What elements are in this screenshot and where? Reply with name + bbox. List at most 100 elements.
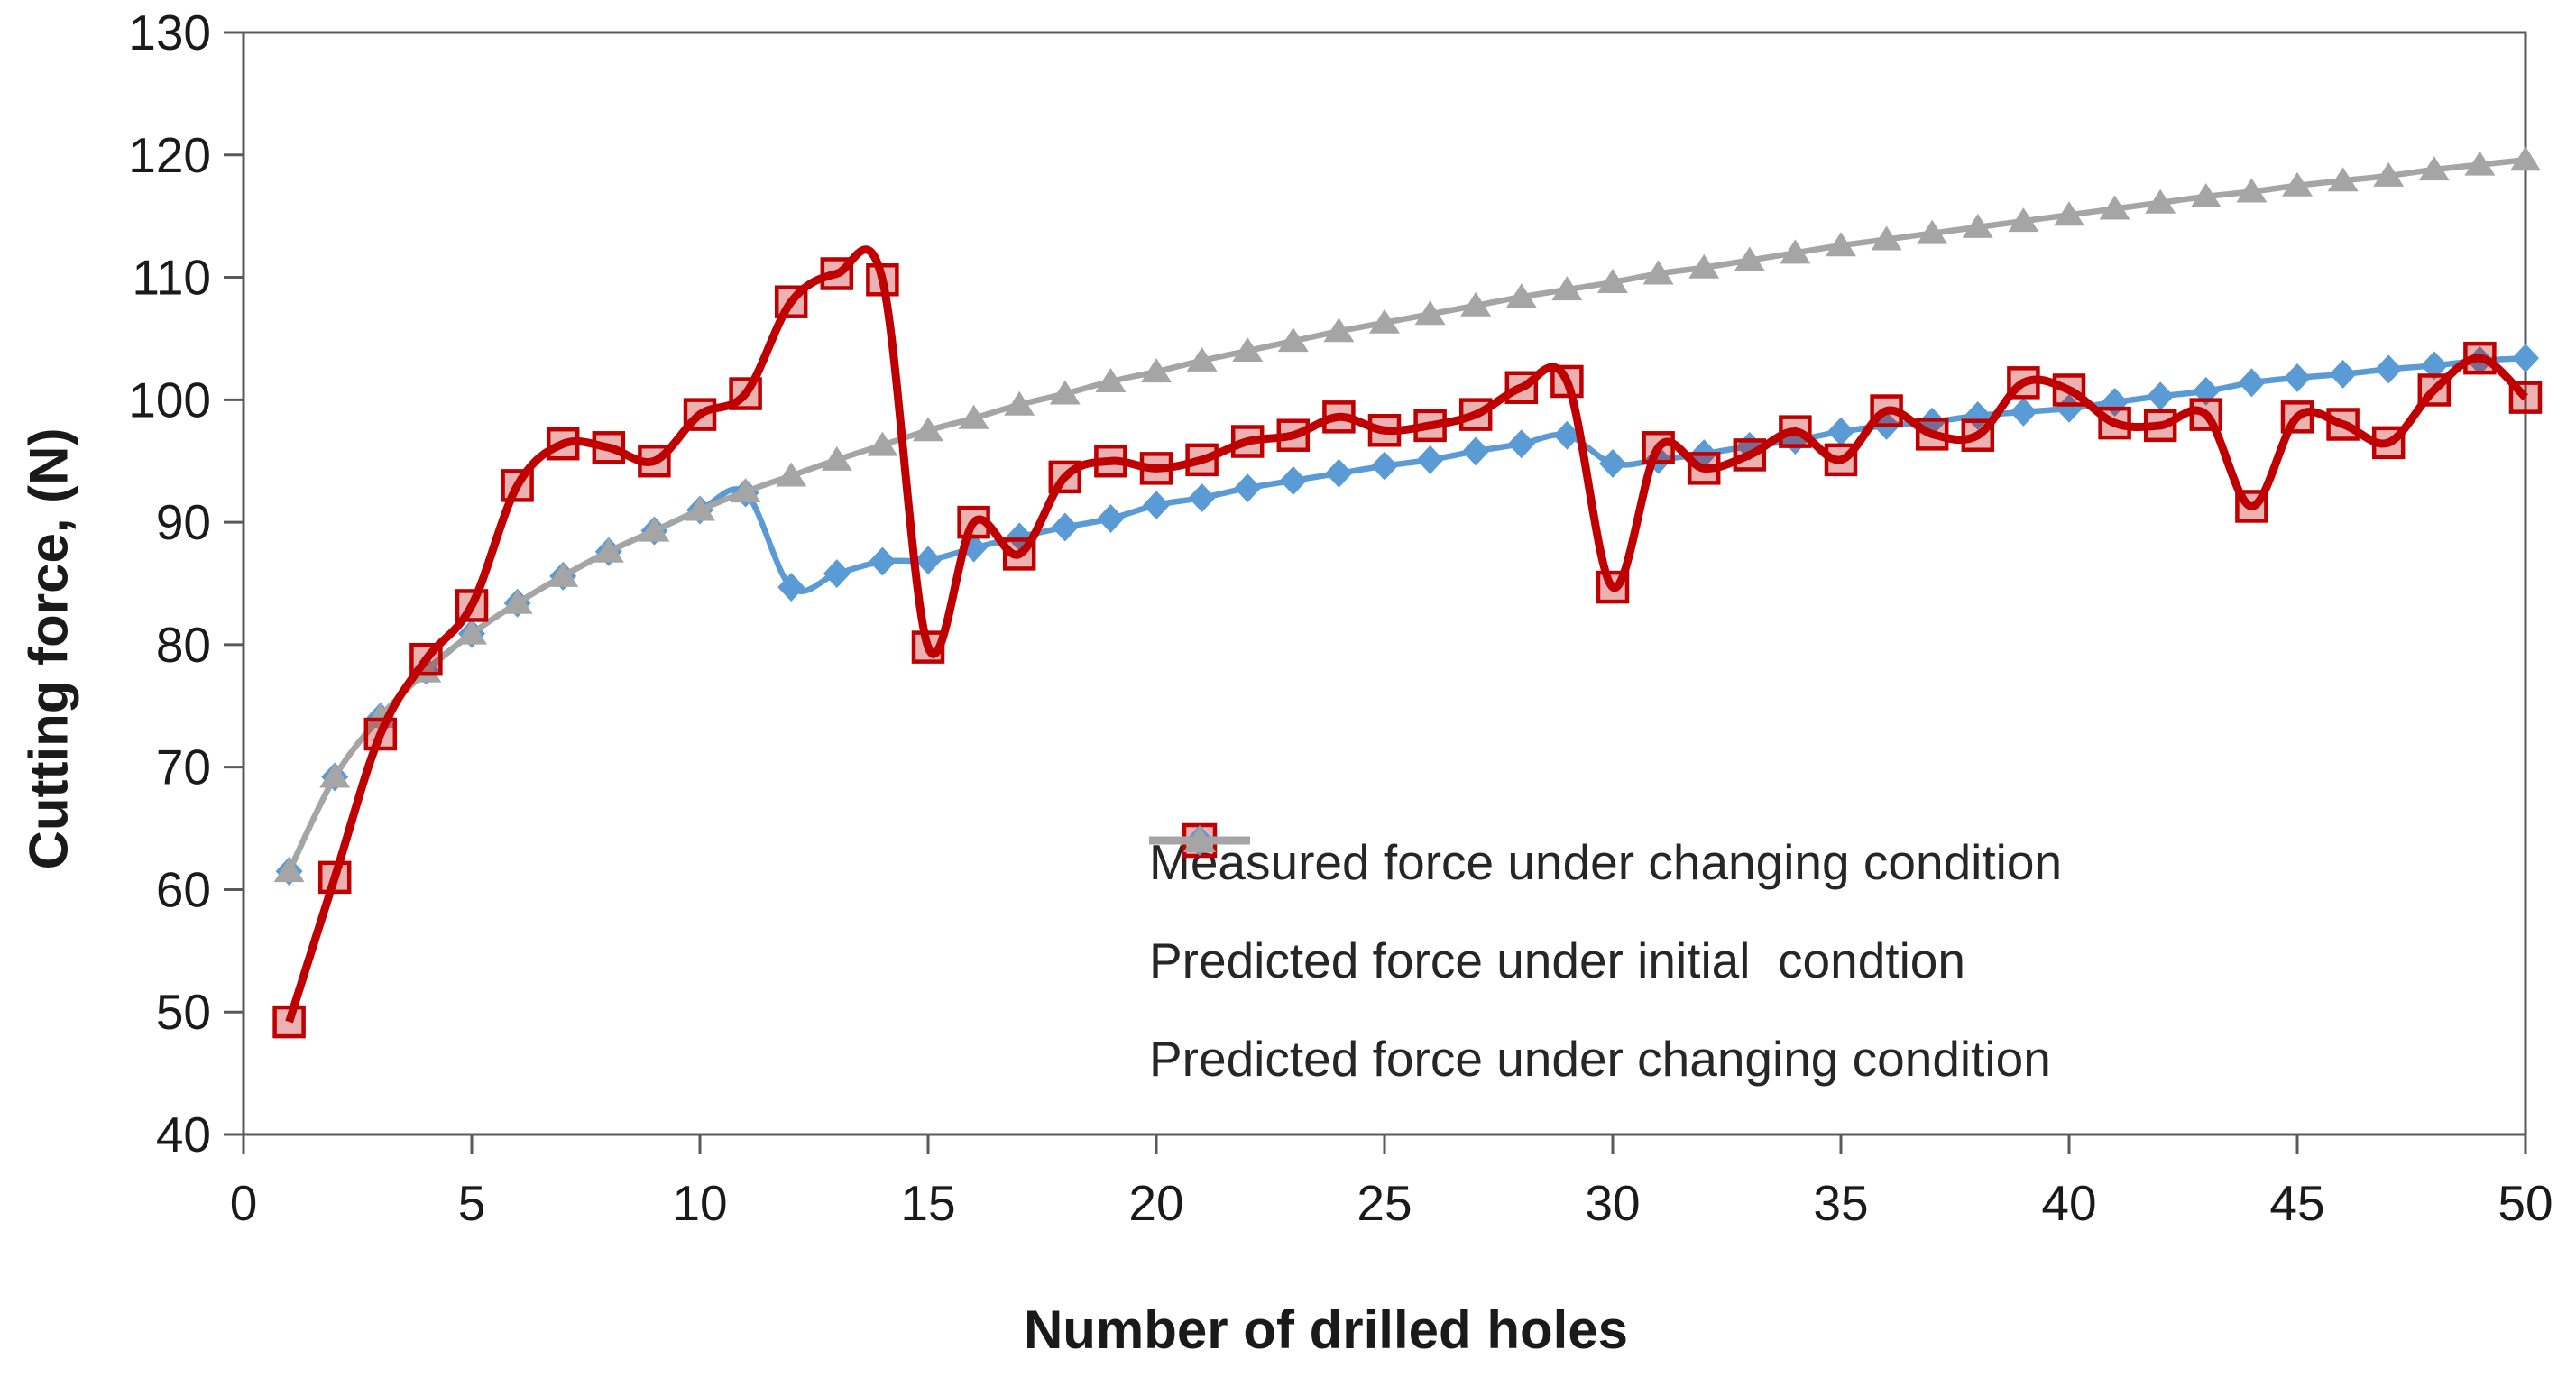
y-tick-label: 130 bbox=[128, 5, 211, 60]
diamond-marker bbox=[2375, 354, 2403, 384]
y-tick-label: 50 bbox=[156, 984, 211, 1040]
triangle-marker bbox=[685, 496, 715, 521]
triangle-marker bbox=[1917, 219, 1948, 244]
y-tick-label: 70 bbox=[156, 739, 211, 795]
y-tick-label: 40 bbox=[156, 1107, 211, 1162]
square-marker bbox=[1185, 443, 1219, 477]
square-marker bbox=[729, 377, 762, 410]
triangle-marker bbox=[1780, 239, 1811, 264]
triangle-marker bbox=[2373, 161, 2405, 187]
triangle-marker bbox=[776, 462, 807, 487]
square-marker bbox=[272, 1005, 306, 1039]
square-marker bbox=[1642, 431, 1675, 464]
square-marker bbox=[1550, 364, 1584, 399]
triangle-marker bbox=[639, 517, 670, 542]
triangle-marker bbox=[1688, 253, 1720, 279]
x-tick-label: 35 bbox=[1813, 1175, 1868, 1231]
square-marker bbox=[363, 717, 398, 751]
diamond-marker bbox=[1188, 482, 1216, 512]
square-marker bbox=[1413, 409, 1447, 443]
square-marker bbox=[455, 589, 489, 622]
triangle-marker bbox=[821, 445, 852, 471]
triangle-marker bbox=[2008, 207, 2039, 233]
diamond-marker bbox=[1964, 400, 1992, 430]
triangle-marker bbox=[1323, 317, 1355, 343]
y-tick-label: 80 bbox=[156, 617, 211, 673]
square-marker bbox=[592, 431, 626, 464]
x-tick-label: 40 bbox=[2041, 1175, 2096, 1231]
legend-label: Predicted force under initial condtion bbox=[1149, 932, 1965, 988]
triangle-marker bbox=[319, 763, 351, 788]
x-axis-title: Number of drilled holes bbox=[1023, 1300, 1629, 1360]
diamond-marker bbox=[2010, 397, 2038, 427]
predicted-changing-series-marker-icon bbox=[1149, 826, 1250, 852]
x-tick-label: 15 bbox=[900, 1175, 955, 1231]
triangle-marker bbox=[1460, 291, 1492, 317]
triangle-marker bbox=[501, 589, 533, 614]
legend: Measured force under changing condition … bbox=[1147, 813, 2062, 1108]
diamond-marker bbox=[1462, 436, 1490, 466]
triangle-marker bbox=[1414, 300, 1446, 326]
square-marker bbox=[1596, 570, 1630, 604]
triangle-marker bbox=[1277, 327, 1309, 353]
x-tick-label: 45 bbox=[2269, 1175, 2324, 1231]
triangle-marker bbox=[1232, 337, 1264, 363]
diamond-marker bbox=[2056, 393, 2083, 423]
square-marker bbox=[1322, 400, 1356, 434]
square-marker bbox=[1367, 414, 1402, 447]
triangle-marker bbox=[273, 858, 305, 883]
square-marker bbox=[1824, 443, 1858, 477]
x-tick-label: 30 bbox=[1585, 1175, 1640, 1231]
square-marker bbox=[2326, 408, 2360, 441]
square-marker bbox=[546, 427, 580, 461]
diamond-marker bbox=[2284, 363, 2311, 392]
square-marker bbox=[638, 444, 671, 478]
square-marker bbox=[1002, 537, 1036, 571]
diamond-marker bbox=[1827, 417, 1854, 446]
triangle-marker bbox=[2327, 167, 2359, 192]
x-tick-label: 5 bbox=[458, 1175, 486, 1231]
square-marker bbox=[2463, 341, 2497, 375]
triangle-marker bbox=[1551, 276, 1583, 301]
legend-item-predicted-initial: Predicted force under initial condtion bbox=[1147, 825, 2062, 1010]
square-marker bbox=[957, 505, 990, 539]
diamond-marker bbox=[1051, 512, 1079, 542]
square-marker bbox=[1048, 460, 1082, 494]
legend-item-measured-changing: Measured force under changing condition bbox=[1147, 813, 2062, 912]
x-tick-label: 50 bbox=[2498, 1175, 2553, 1231]
diamond-marker bbox=[1234, 473, 1262, 503]
y-tick-label: 120 bbox=[128, 127, 211, 183]
square-marker bbox=[820, 257, 854, 290]
diamond-marker bbox=[777, 573, 805, 602]
diamond-marker bbox=[1599, 448, 1626, 478]
measured-changing-series bbox=[272, 245, 2543, 1039]
square-marker bbox=[1504, 371, 1539, 405]
triangle-marker bbox=[1049, 380, 1081, 405]
y-tick-label: 60 bbox=[156, 861, 211, 917]
square-marker bbox=[1276, 418, 1311, 452]
square-marker bbox=[2052, 373, 2086, 407]
diamond-marker bbox=[2238, 368, 2266, 398]
diamond-marker bbox=[1325, 458, 1353, 488]
triangle-marker bbox=[867, 431, 898, 456]
square-marker bbox=[1915, 418, 1949, 451]
diamond-marker bbox=[2420, 351, 2448, 381]
triangle-marker bbox=[2282, 171, 2313, 197]
diamond-marker bbox=[2147, 381, 2175, 411]
triangle-marker bbox=[2099, 195, 2130, 220]
triangle-marker bbox=[2054, 201, 2084, 226]
triangle-marker bbox=[2464, 151, 2496, 176]
diamond-marker bbox=[915, 546, 942, 575]
square-marker bbox=[1733, 438, 1767, 472]
diamond-marker bbox=[1143, 491, 1170, 520]
square-marker bbox=[2007, 366, 2040, 400]
diamond-marker bbox=[869, 546, 897, 576]
square-marker bbox=[2417, 373, 2452, 407]
square-marker bbox=[1961, 418, 1995, 452]
diamond-marker bbox=[2329, 359, 2357, 389]
triangle-marker bbox=[1826, 232, 1856, 257]
diamond-marker bbox=[1507, 429, 1535, 459]
triangle-marker bbox=[1871, 225, 1902, 251]
square-marker bbox=[409, 642, 443, 676]
